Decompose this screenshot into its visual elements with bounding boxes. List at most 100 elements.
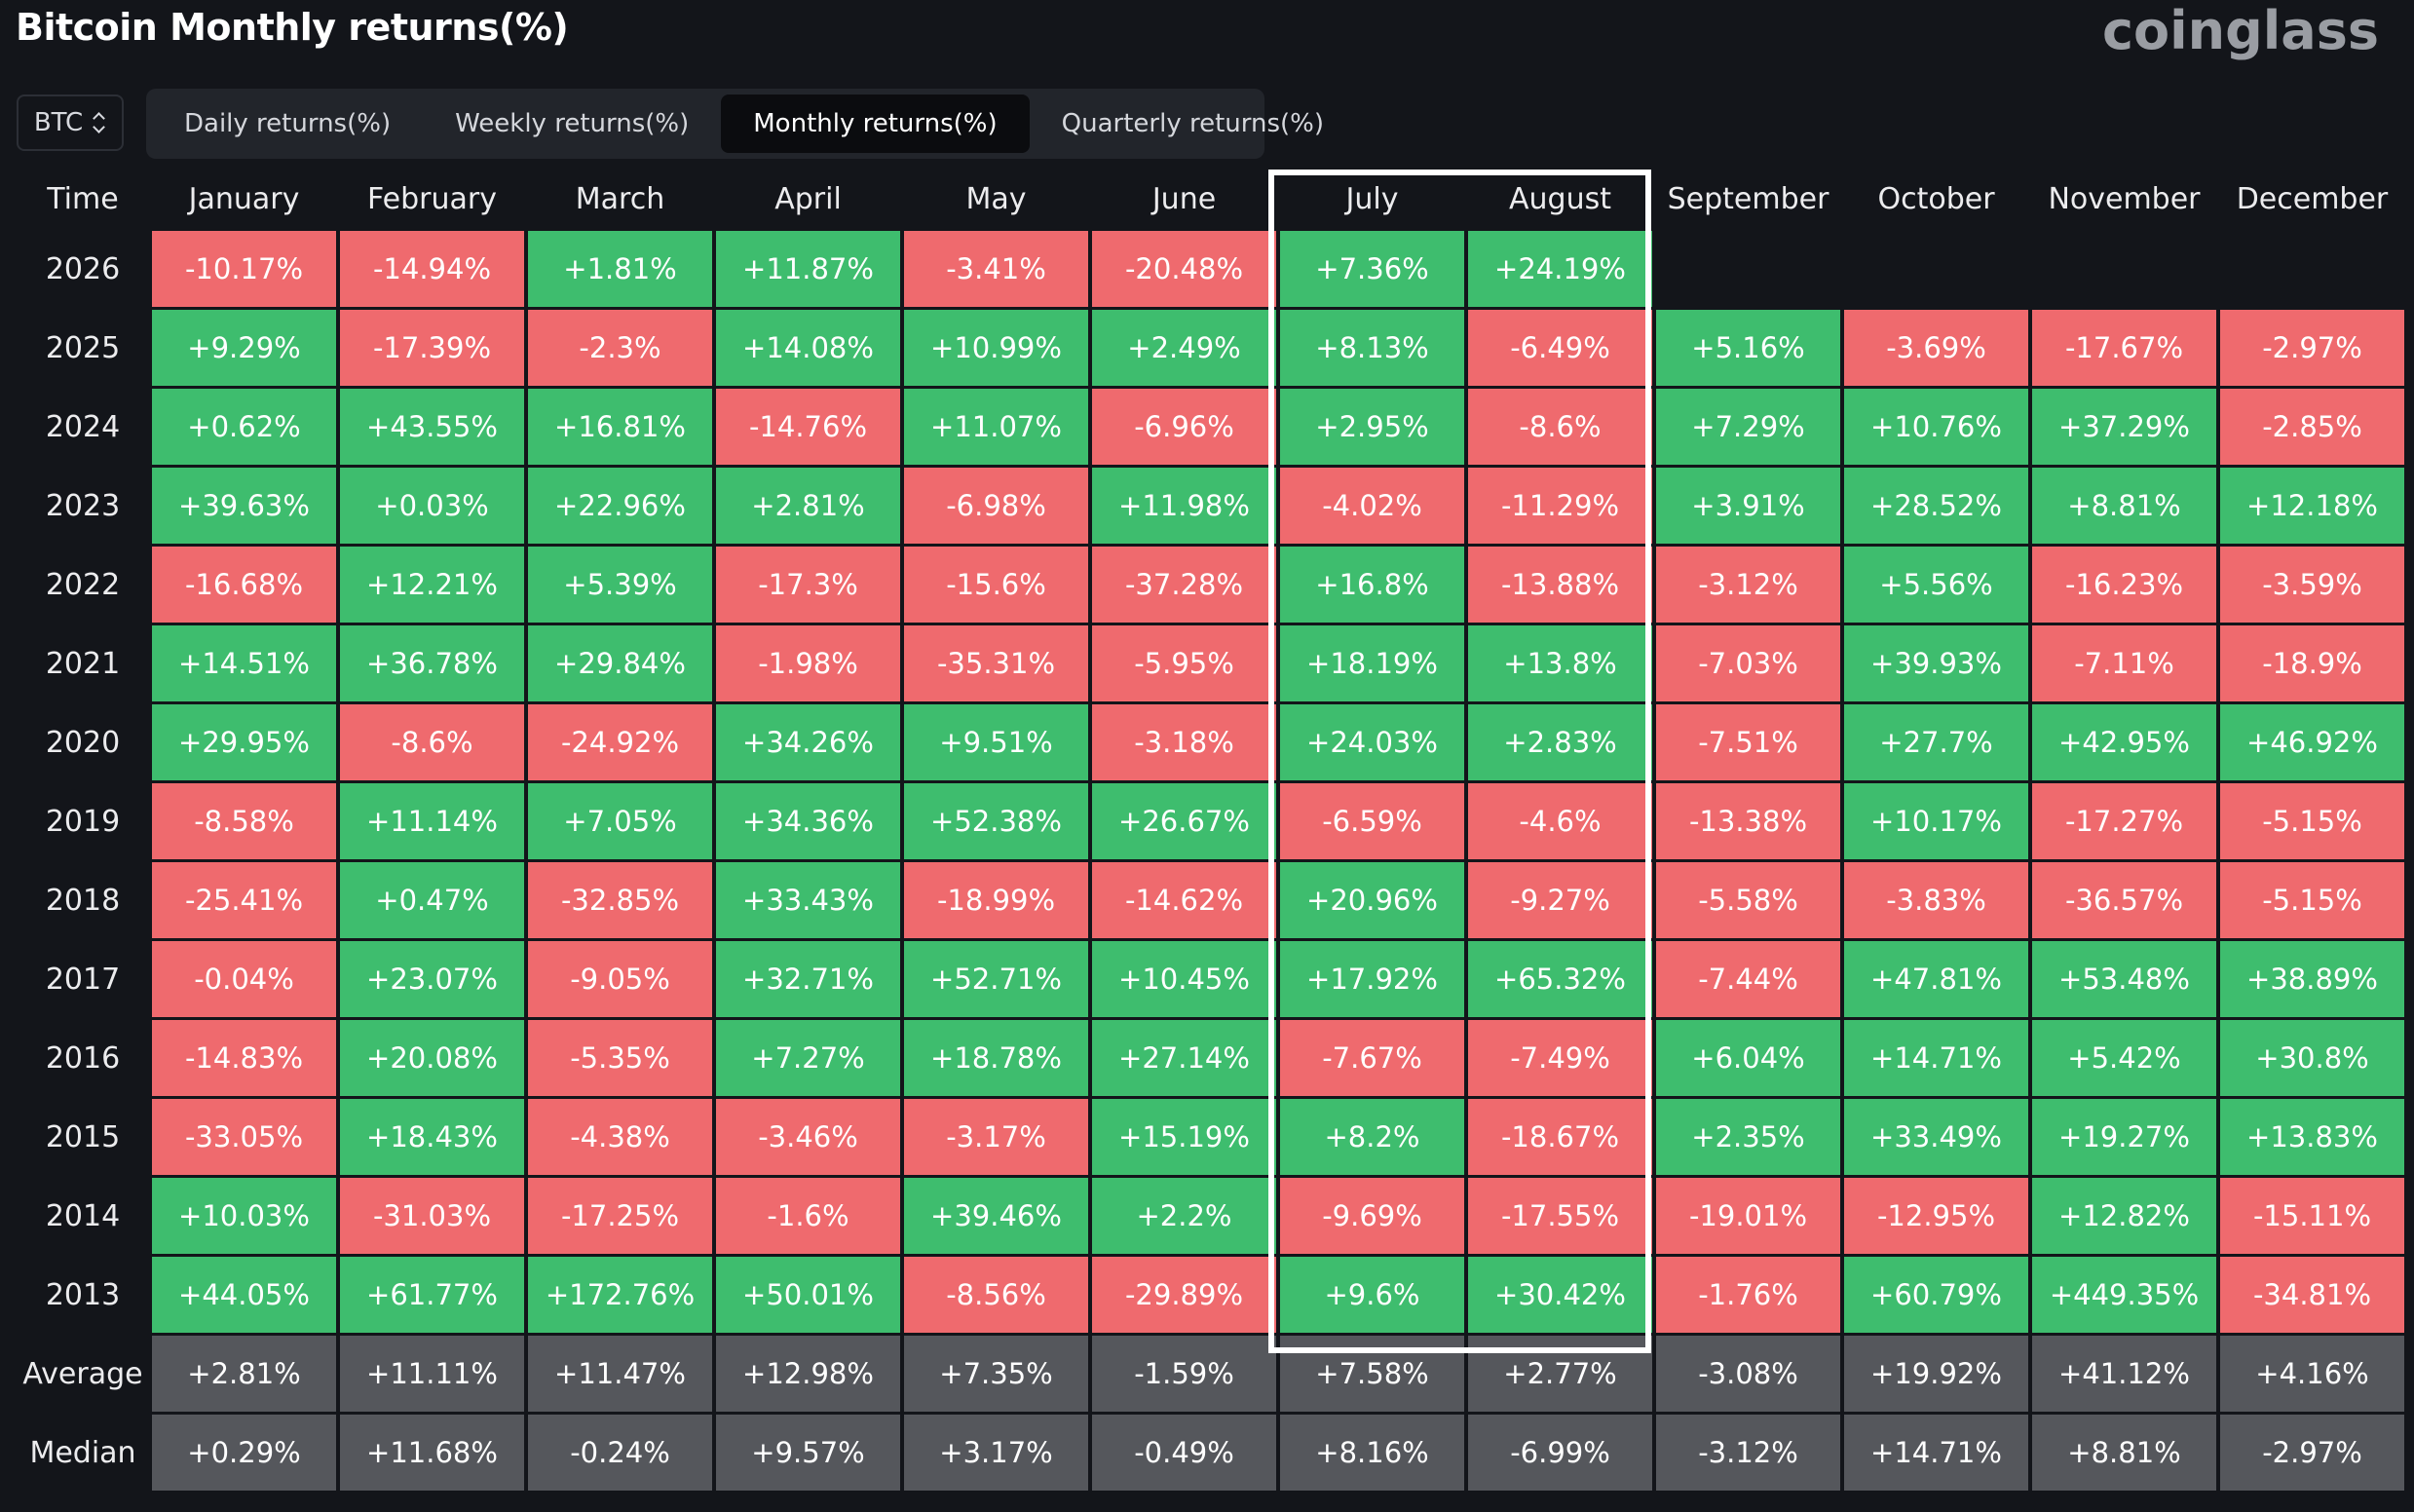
return-cell: -17.67% bbox=[2032, 310, 2216, 386]
year-label: 2024 bbox=[45, 409, 121, 444]
year-label: 2025 bbox=[45, 330, 121, 365]
stat-cell: -2.97% bbox=[2220, 1415, 2404, 1491]
return-cell: -13.88% bbox=[1468, 547, 1652, 623]
return-cell: +43.55% bbox=[340, 389, 524, 465]
return-cell: +7.29% bbox=[1656, 389, 1840, 465]
return-cell: +28.52% bbox=[1844, 468, 2028, 544]
return-cell: +0.47% bbox=[340, 862, 524, 938]
return-cell: -9.69% bbox=[1280, 1178, 1464, 1254]
stat-cell: +11.47% bbox=[528, 1336, 712, 1412]
table-row: 2019 -8.58% +11.14% +7.05% +34.36% +52.38% +26… bbox=[18, 783, 2404, 859]
return-cell: -3.69% bbox=[1844, 310, 2028, 386]
stat-row-median: Median +0.29% +11.68% -0.24% +9.57% +3.17% -0.… bbox=[18, 1415, 2404, 1491]
return-cell: -14.94% bbox=[340, 231, 524, 307]
stat-cell: -1.59% bbox=[1092, 1336, 1276, 1412]
month-header-january: January bbox=[188, 182, 300, 216]
return-cell: +24.03% bbox=[1280, 704, 1464, 780]
return-cell: -17.25% bbox=[528, 1178, 712, 1254]
table-row: 2025 +9.29% -17.39% -2.3% +14.08% +10.99% +2.4… bbox=[18, 310, 2404, 386]
stat-cell: +11.11% bbox=[340, 1336, 524, 1412]
return-cell: -8.6% bbox=[340, 704, 524, 780]
return-cell: +29.95% bbox=[152, 704, 336, 780]
return-cell: +8.2% bbox=[1280, 1099, 1464, 1175]
return-cell: +20.08% bbox=[340, 1020, 524, 1096]
return-cell: -24.92% bbox=[528, 704, 712, 780]
return-cell: +27.7% bbox=[1844, 704, 2028, 780]
month-header-march: March bbox=[575, 182, 665, 216]
tab-quarterly-returns[interactable]: Quarterly returns(%) bbox=[1061, 109, 1325, 138]
return-cell: +11.98% bbox=[1092, 468, 1276, 544]
return-cell: +13.83% bbox=[2220, 1099, 2404, 1175]
return-cell: +30.8% bbox=[2220, 1020, 2404, 1096]
return-cell: +1.81% bbox=[528, 231, 712, 307]
stat-cell: +0.29% bbox=[152, 1415, 336, 1491]
table-row: 2026 -10.17% -14.94% +1.81% +11.87% -3.41% -20… bbox=[18, 231, 2404, 307]
year-label: 2016 bbox=[45, 1040, 121, 1076]
time-header: Time bbox=[47, 182, 119, 216]
return-cell: -9.05% bbox=[528, 941, 712, 1017]
return-cell: -25.41% bbox=[152, 862, 336, 938]
return-cell: +2.49% bbox=[1092, 310, 1276, 386]
return-cell: -18.99% bbox=[904, 862, 1088, 938]
return-cell: -1.76% bbox=[1656, 1257, 1840, 1333]
return-cell: -2.97% bbox=[2220, 310, 2404, 386]
stat-cell: -6.99% bbox=[1468, 1415, 1652, 1491]
return-cell: +10.17% bbox=[1844, 783, 2028, 859]
return-cell: +12.18% bbox=[2220, 468, 2404, 544]
return-cell: +39.93% bbox=[1844, 625, 2028, 701]
year-label: 2013 bbox=[45, 1277, 121, 1312]
return-cell: +2.83% bbox=[1468, 704, 1652, 780]
return-cell: +7.27% bbox=[716, 1020, 900, 1096]
returns-tabs: Daily returns(%) Weekly returns(%) Month… bbox=[146, 89, 1324, 159]
return-cell: +60.79% bbox=[1844, 1257, 2028, 1333]
table-row: 2021 +14.51% +36.78% +29.84% -1.98% -35.31% -5… bbox=[18, 625, 2404, 701]
table-row: 2017 -0.04% +23.07% -9.05% +32.71% +52.71% +10… bbox=[18, 941, 2404, 1017]
return-cell: -16.23% bbox=[2032, 547, 2216, 623]
coin-select[interactable]: BTC bbox=[17, 94, 124, 151]
return-cell: +14.08% bbox=[716, 310, 900, 386]
return-cell: +3.91% bbox=[1656, 468, 1840, 544]
return-cell: -34.81% bbox=[2220, 1257, 2404, 1333]
return-cell: +36.78% bbox=[340, 625, 524, 701]
year-label: 2015 bbox=[45, 1119, 121, 1154]
return-cell: +23.07% bbox=[340, 941, 524, 1017]
tab-daily-returns[interactable]: Daily returns(%) bbox=[184, 109, 392, 138]
tab-monthly-returns[interactable]: Monthly returns(%) bbox=[721, 94, 1030, 153]
return-cell: -15.6% bbox=[904, 547, 1088, 623]
return-cell: -8.6% bbox=[1468, 389, 1652, 465]
return-cell: +2.2% bbox=[1092, 1178, 1276, 1254]
return-cell: -29.89% bbox=[1092, 1257, 1276, 1333]
return-cell: +9.6% bbox=[1280, 1257, 1464, 1333]
return-cell: -4.38% bbox=[528, 1099, 712, 1175]
month-header-august: August bbox=[1509, 182, 1611, 216]
return-cell: -11.29% bbox=[1468, 468, 1652, 544]
return-cell: +19.27% bbox=[2032, 1099, 2216, 1175]
return-cell: -14.83% bbox=[152, 1020, 336, 1096]
stat-cell: +11.68% bbox=[340, 1415, 524, 1491]
return-cell: -16.68% bbox=[152, 547, 336, 623]
coin-select-value: BTC bbox=[33, 108, 84, 137]
month-header-july: July bbox=[1345, 182, 1399, 216]
return-cell: -7.51% bbox=[1656, 704, 1840, 780]
stat-cell: +12.98% bbox=[716, 1336, 900, 1412]
month-header-october: October bbox=[1877, 182, 1995, 216]
return-cell bbox=[1844, 231, 2028, 307]
table-row: 2014 +10.03% -31.03% -17.25% -1.6% +39.46% +2.… bbox=[18, 1178, 2404, 1254]
return-cell: +34.26% bbox=[716, 704, 900, 780]
return-cell: +11.07% bbox=[904, 389, 1088, 465]
return-cell: -7.44% bbox=[1656, 941, 1840, 1017]
return-cell: +5.16% bbox=[1656, 310, 1840, 386]
returns-table: Time January February March April May June Jul… bbox=[14, 168, 2408, 1493]
return-cell: +34.36% bbox=[716, 783, 900, 859]
return-cell: +12.21% bbox=[340, 547, 524, 623]
return-cell: -3.41% bbox=[904, 231, 1088, 307]
stat-cell: +9.57% bbox=[716, 1415, 900, 1491]
month-header-november: November bbox=[2048, 182, 2201, 216]
month-header-september: September bbox=[1667, 182, 1829, 216]
return-cell: -14.62% bbox=[1092, 862, 1276, 938]
return-cell: -17.27% bbox=[2032, 783, 2216, 859]
tab-weekly-returns[interactable]: Weekly returns(%) bbox=[455, 109, 690, 138]
table-row: 2024 +0.62% +43.55% +16.81% -14.76% +11.07% -6… bbox=[18, 389, 2404, 465]
stat-cell: -3.08% bbox=[1656, 1336, 1840, 1412]
table-header-row: Time January February March April May June Jul… bbox=[18, 170, 2404, 228]
